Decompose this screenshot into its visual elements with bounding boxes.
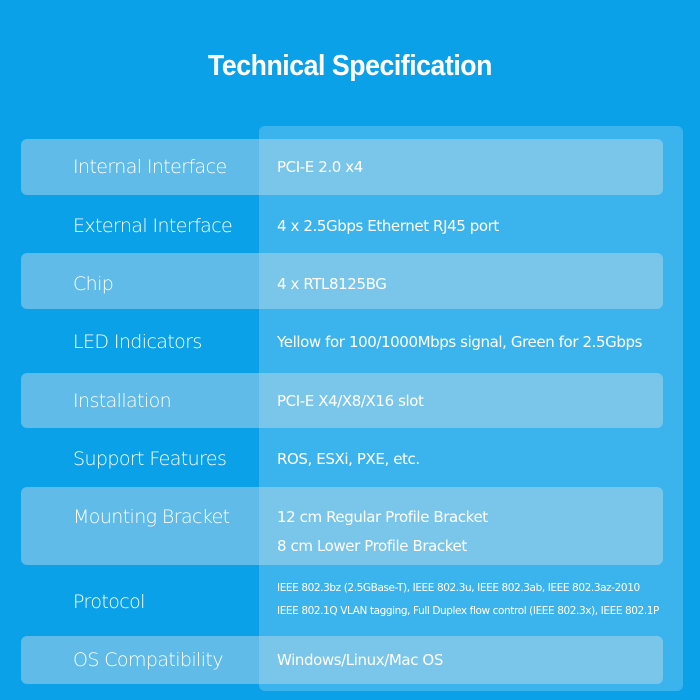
spec-value-chip: 4 x RTL8125BG <box>277 275 387 293</box>
spec-label-led-indicators: LED Indicators <box>73 331 202 353</box>
spec-value-led-indicators: Yellow for 100/1000Mbps signal, Green fo… <box>277 333 642 351</box>
spec-label-os-compatibility: OS Compatibility <box>73 649 223 671</box>
spec-label-chip: Chip <box>73 273 114 295</box>
value-column-panel <box>259 126 683 691</box>
page-title: Technical Specification <box>208 50 492 82</box>
spec-label-internal-interface: Internal Interface <box>73 156 227 178</box>
row-band <box>21 636 663 684</box>
spec-label-protocol: Protocol <box>73 591 145 613</box>
row-band <box>21 253 663 309</box>
spec-label-mounting-bracket: Mounting Bracket <box>73 506 230 528</box>
spec-value-protocol-1: IEEE 802.3bz (2.5GBase-T), IEEE 802.3u, … <box>277 582 640 594</box>
spec-value-protocol-2: IEEE 802.1Q VLAN tagging, Full Duplex fl… <box>277 605 659 617</box>
spec-value-installation: PCI-E X4/X8/X16 slot <box>277 392 424 410</box>
row-band <box>21 373 663 428</box>
spec-value-internal-interface: PCI-E 2.0 x4 <box>277 158 363 176</box>
spec-value-os-compatibility: Windows/Linux/Mac OS <box>277 651 443 669</box>
spec-label-support-features: Support Features <box>73 448 227 470</box>
spec-label-installation: Installation <box>73 390 172 412</box>
spec-value-mounting-bracket-1: 12 cm Regular Profile Bracket <box>277 508 488 526</box>
row-band <box>21 487 663 565</box>
spec-value-external-interface: 4 x 2.5Gbps Ethernet RJ45 port <box>277 217 499 235</box>
spec-label-external-interface: External Interface <box>73 215 233 237</box>
spec-value-support-features: ROS, ESXi, PXE, etc. <box>277 450 420 468</box>
row-band <box>21 139 663 195</box>
spec-value-mounting-bracket-2: 8 cm Lower Profile Bracket <box>277 537 467 555</box>
